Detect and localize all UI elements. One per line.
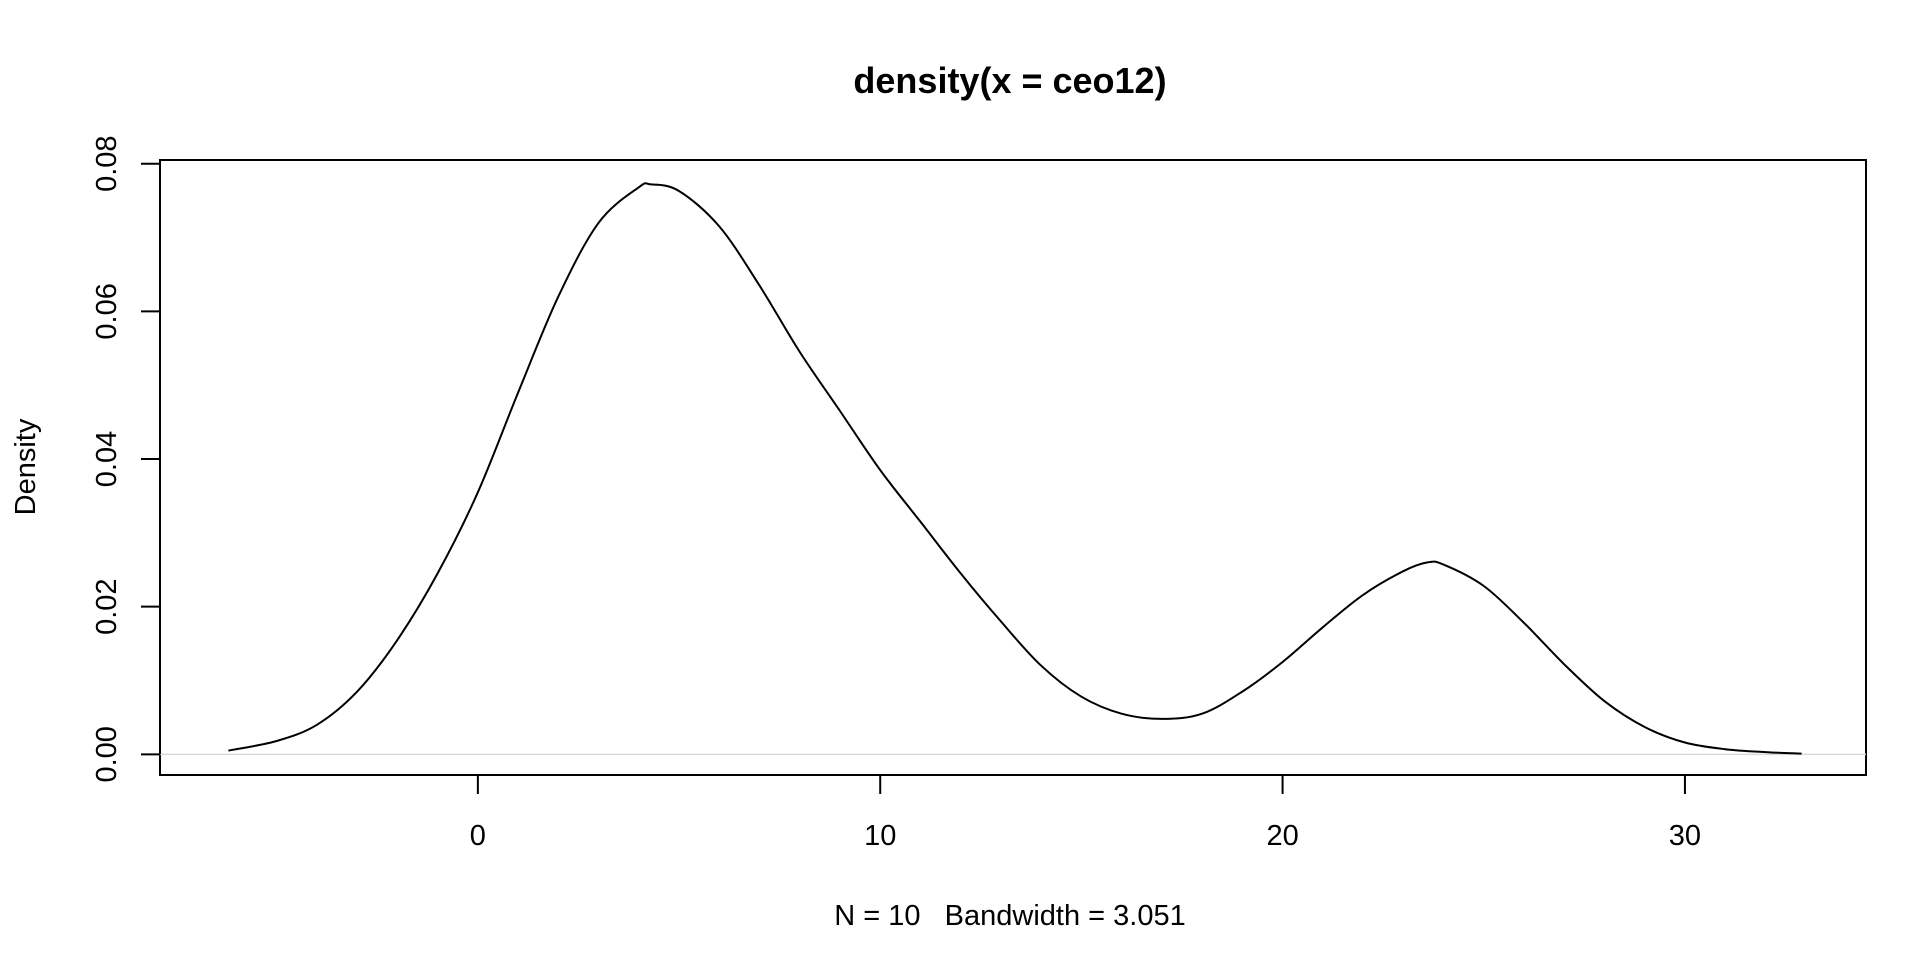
y-axis: 0.00 0.02 0.04 0.06 0.08 xyxy=(91,135,161,783)
x-tick-label: 10 xyxy=(864,820,896,852)
x-axis: 0 10 20 30 xyxy=(470,774,1701,852)
density-curve xyxy=(228,182,1802,755)
y-tick-label: 0.08 xyxy=(91,135,123,191)
x-tick-label: 30 xyxy=(1669,820,1701,852)
y-tick-label: 0.04 xyxy=(91,431,123,487)
plot-frame xyxy=(159,159,1867,776)
y-axis-label: Density xyxy=(10,418,42,515)
x-axis-label: N = 10 Bandwidth = 3.051 xyxy=(834,900,1185,932)
chart-title: density(x = ceo12) xyxy=(853,60,1166,101)
y-tick-label: 0.00 xyxy=(91,726,123,782)
x-tick-label: 0 xyxy=(470,820,486,852)
x-tick-label: 20 xyxy=(1266,820,1298,852)
y-tick-label: 0.06 xyxy=(91,283,123,339)
y-tick-label: 0.02 xyxy=(91,578,123,634)
